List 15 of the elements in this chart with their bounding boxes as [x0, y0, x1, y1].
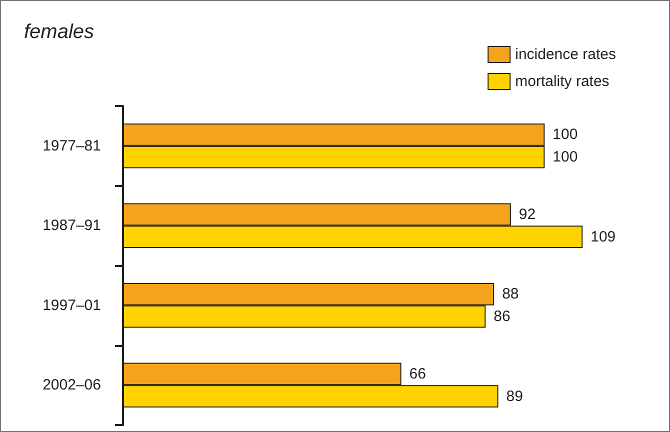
y-tick-label: 2002–06	[42, 376, 101, 394]
legend-label: incidence rates	[515, 46, 616, 63]
data-label: 89	[506, 388, 523, 405]
data-label: 86	[494, 308, 510, 326]
data-label: 100	[552, 126, 578, 144]
y-tick-label: 1977–81	[42, 137, 101, 154]
y-tick-label: 1997–01	[42, 296, 101, 314]
data-label: 92	[518, 206, 536, 223]
data-label: 88	[502, 286, 519, 303]
legend-label: mortality rates	[515, 73, 610, 90]
data-label: 66	[409, 365, 426, 382]
data-label: 109	[590, 228, 616, 246]
y-tick-label: 1987–91	[42, 217, 101, 234]
chart-title: females	[24, 21, 94, 43]
data-label: 100	[552, 148, 578, 166]
